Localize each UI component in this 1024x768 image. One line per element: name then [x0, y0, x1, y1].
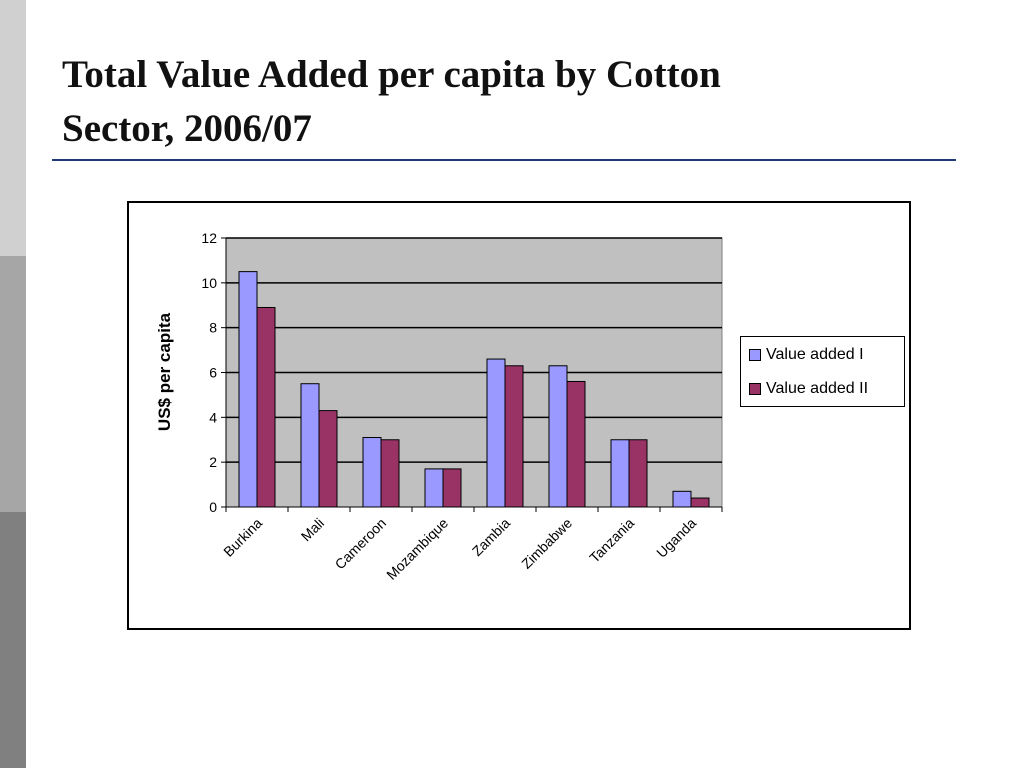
bar-tanzania-series-2 — [628, 439, 648, 508]
bar-cameroon-series-1 — [362, 437, 382, 508]
x-tick-label: Tanzania — [586, 515, 637, 566]
y-tick-label: 4 — [209, 409, 217, 425]
title-divider — [52, 159, 956, 161]
y-tick-label: 10 — [201, 275, 217, 291]
bar-zambia-series-1 — [486, 358, 506, 508]
bar-zambia-series-2 — [504, 365, 524, 508]
sidebar-band-bottom — [0, 512, 26, 768]
x-tick-label: Uganda — [653, 515, 699, 561]
bar-burkina-series-1 — [238, 271, 258, 508]
y-tick-label: 6 — [209, 365, 217, 381]
bar-mozambique-series-1 — [424, 468, 444, 508]
x-tick-label: Zimbabwe — [518, 515, 575, 572]
bar-mozambique-series-2 — [442, 468, 462, 508]
bar-burkina-series-2 — [256, 306, 276, 508]
y-tick-label: 0 — [209, 499, 217, 515]
slide-title: Total Value Added per capita by Cotton S… — [62, 48, 942, 156]
bar-mali-series-2 — [318, 410, 338, 508]
legend-item-series-2: Value added II — [749, 379, 868, 399]
y-tick-label: 8 — [209, 320, 217, 336]
legend-item-series-1: Value added I — [749, 345, 864, 365]
x-tick-label: Mozambique — [383, 515, 451, 583]
legend-swatch-series-1 — [749, 349, 761, 361]
x-tick-label: Mali — [298, 515, 327, 544]
legend-label-series-2: Value added II — [766, 380, 869, 397]
y-tick-label: 2 — [209, 454, 217, 470]
x-tick-label: Cameroon — [332, 515, 390, 573]
bar-uganda-series-2 — [690, 497, 710, 508]
bar-zimbabwe-series-1 — [548, 365, 568, 508]
chart-legend: Value added I Value added II — [740, 336, 905, 407]
x-tick-label: Burkina — [220, 515, 265, 560]
y-tick-label: 12 — [201, 230, 217, 246]
bar-mali-series-1 — [300, 383, 320, 508]
bar-tanzania-series-1 — [610, 439, 630, 508]
bar-zimbabwe-series-2 — [566, 380, 586, 508]
legend-label-series-1: Value added I — [766, 346, 864, 363]
legend-swatch-series-2 — [749, 383, 761, 395]
sidebar-band-top — [0, 0, 26, 256]
bar-uganda-series-1 — [672, 490, 692, 508]
y-axis-label: US$ per capita — [155, 312, 174, 431]
x-tick-label: Zambia — [469, 515, 513, 559]
bar-cameroon-series-2 — [380, 439, 400, 508]
slide-title-line2: Sector, 2006/07 — [62, 107, 312, 150]
slide-title-line1: Total Value Added per capita by Cotton — [62, 53, 721, 96]
sidebar-band-middle — [0, 256, 26, 512]
